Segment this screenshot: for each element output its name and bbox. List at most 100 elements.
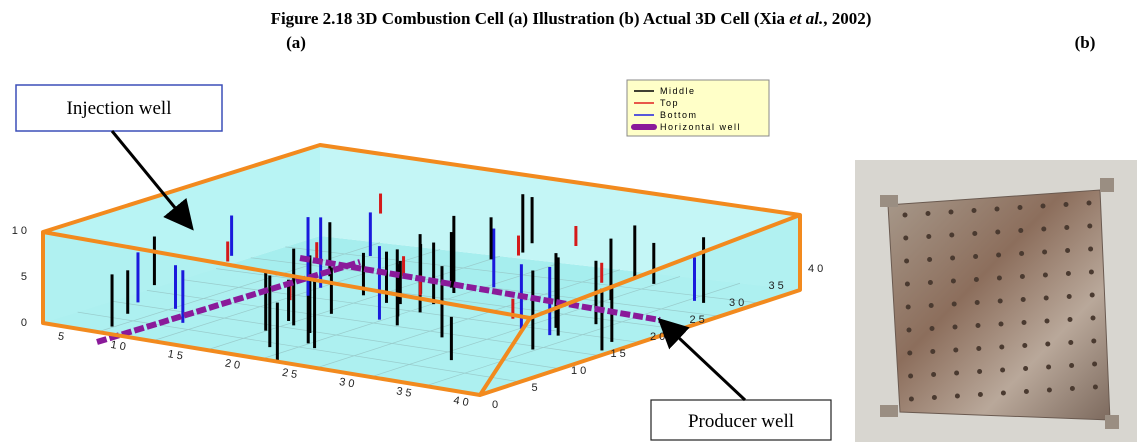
hole [925, 211, 931, 216]
hole [950, 278, 956, 284]
hole [1065, 248, 1071, 253]
title-text: , 2002) [823, 9, 871, 28]
hole [1000, 390, 1006, 396]
x-tick-label: 40 [452, 395, 472, 410]
z-tick-label: 10 [12, 225, 30, 237]
hole [1069, 386, 1075, 391]
hole [1088, 269, 1094, 275]
hole [1066, 294, 1072, 299]
hole [1086, 200, 1092, 206]
hole [1045, 341, 1051, 347]
hole [905, 304, 911, 310]
hole [975, 323, 981, 328]
hole [1068, 340, 1074, 345]
hole [1022, 343, 1028, 348]
hole [927, 257, 933, 262]
hole [998, 321, 1004, 327]
x-tick-label: 20 [224, 357, 244, 372]
title-text: Figure 2.18 3D Combustion Cell (a) Illus… [271, 9, 790, 28]
hole [1000, 367, 1006, 373]
hole [1019, 274, 1025, 279]
arrow [110, 130, 194, 231]
hole [950, 255, 956, 261]
legend: Middle Top Bottom Horizontal well [626, 79, 770, 137]
hole [1067, 317, 1073, 322]
hole [952, 324, 958, 330]
callout-box [650, 399, 832, 441]
y-tick-label: 20 [650, 331, 668, 343]
x-tick-label: 25 [281, 367, 301, 382]
hole [1044, 318, 1050, 324]
hole [976, 346, 982, 351]
hole [1019, 251, 1025, 256]
panel-label: (a) [286, 33, 306, 52]
y-tick-label: 35 [769, 280, 787, 292]
hole [926, 234, 932, 239]
hole [1064, 225, 1070, 230]
hole [903, 235, 909, 241]
hole [954, 393, 960, 399]
legend-label: Top [660, 98, 679, 108]
y-tick-label: 30 [729, 297, 747, 309]
hole [931, 395, 937, 400]
hole [1041, 226, 1047, 232]
hole [977, 392, 983, 397]
hole [907, 350, 913, 356]
hole [996, 252, 1002, 258]
hole [1069, 363, 1075, 368]
y-tick-label: 25 [690, 314, 708, 326]
hole [928, 303, 934, 308]
hole [1021, 320, 1027, 325]
hole [929, 326, 935, 331]
hole [996, 275, 1002, 281]
hole [904, 258, 910, 264]
hole [1087, 223, 1093, 229]
hole [1092, 361, 1098, 367]
x-tick-label: 30 [338, 376, 358, 391]
hole [1090, 315, 1096, 321]
hole [995, 229, 1001, 235]
panel-label: (b) [1075, 33, 1096, 52]
hole [949, 232, 955, 238]
hole [908, 396, 914, 402]
hole [974, 300, 980, 305]
hole [1042, 272, 1048, 278]
x-tick-label: 5 [57, 330, 68, 343]
x-tick-label: 10 [110, 339, 130, 354]
hole [1042, 249, 1048, 255]
hole [1063, 202, 1069, 207]
y-tick-label: 40 [808, 263, 826, 275]
legend-label: Bottom [660, 110, 698, 120]
hole [931, 372, 937, 377]
arrow [657, 317, 747, 402]
hole [904, 281, 910, 287]
hole [971, 208, 977, 213]
hole [948, 209, 954, 215]
hole [999, 344, 1005, 350]
hole [997, 298, 1003, 304]
hole [1040, 203, 1046, 209]
hole [1088, 246, 1094, 252]
hole [977, 369, 983, 374]
hole [927, 280, 933, 285]
cell-photo [855, 160, 1137, 442]
hole [1043, 295, 1049, 301]
hole [1017, 205, 1023, 210]
hole [1046, 364, 1052, 370]
hole [930, 349, 936, 354]
hole [994, 206, 1000, 212]
hole [954, 370, 960, 376]
hole [1065, 271, 1071, 276]
hole [908, 373, 914, 379]
hole [1046, 387, 1052, 393]
callout-box [15, 84, 223, 132]
hole [902, 212, 908, 218]
z-tick-label: 5 [21, 271, 30, 283]
hole [953, 347, 959, 353]
legend-label: Horizontal well [660, 122, 741, 132]
y-tick-label: 0 [492, 399, 501, 411]
z-tick-label: 0 [21, 317, 30, 329]
hole [1023, 389, 1029, 394]
hole [951, 301, 957, 307]
